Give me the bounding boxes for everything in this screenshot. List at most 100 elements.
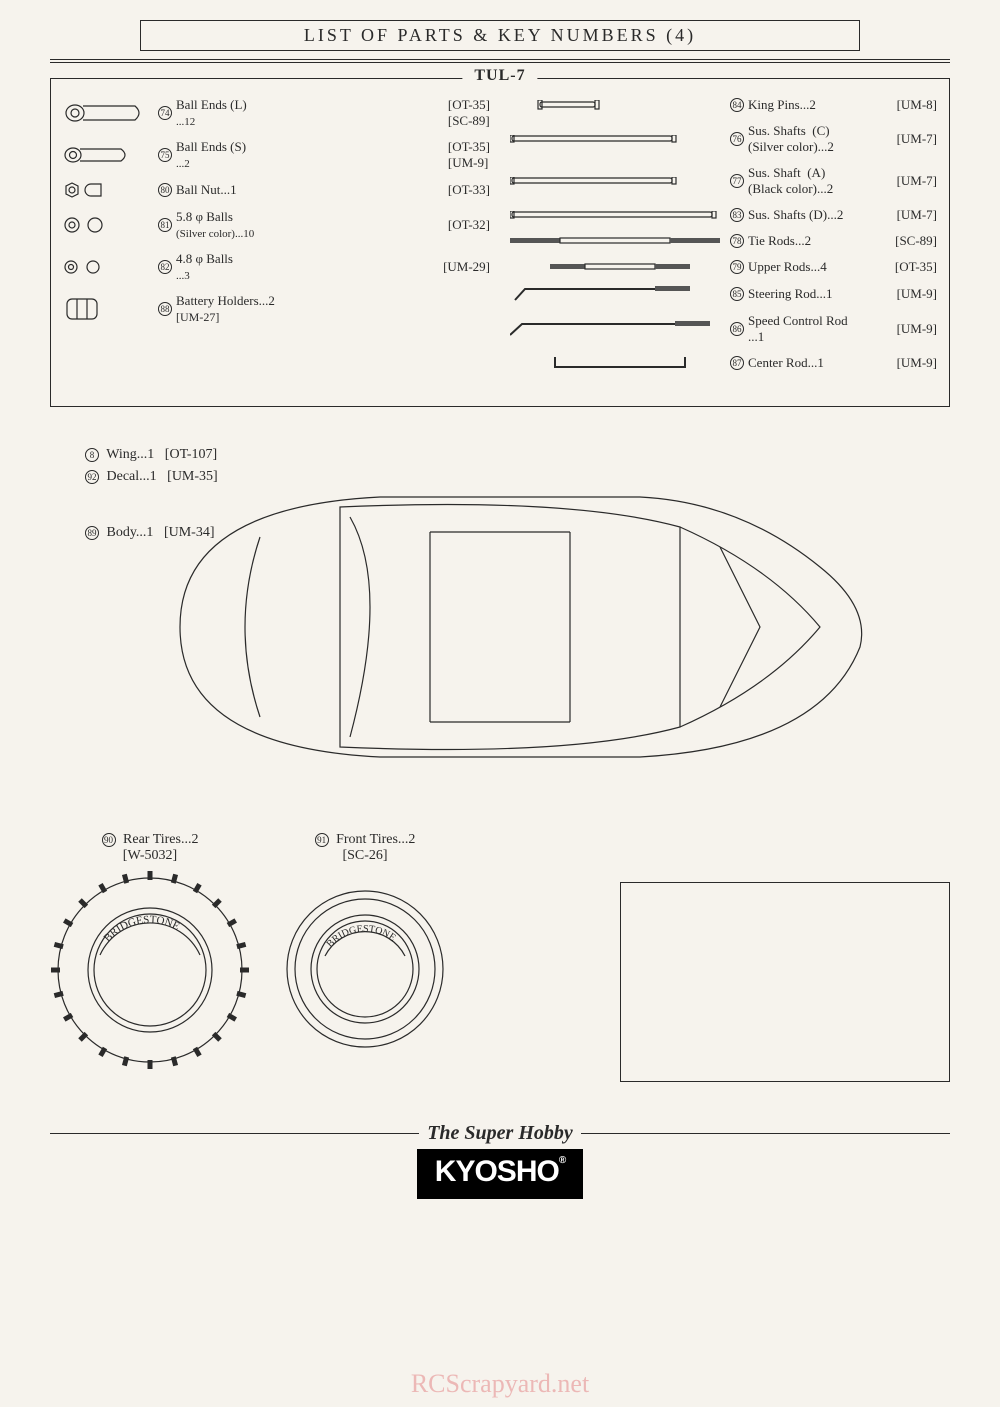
part-row: 77 Sus. Shaft (A) (Black color)...2 [UM-… <box>510 165 937 197</box>
part-row: 75 Ball Ends (S)...2 [OT-35] [UM-9] <box>63 139 490 171</box>
part-label: Sus. Shaft (A) (Black color)...2 <box>748 165 889 197</box>
part-label: Battery Holders...2[UM-27] <box>176 293 490 325</box>
part-label: Decal...1 <box>107 469 157 484</box>
ball-end-s-icon <box>63 145 158 165</box>
part-num: 85 <box>730 287 744 301</box>
section-label: TUL-7 <box>462 67 537 85</box>
part-label: Front Tires...2 <box>336 832 415 847</box>
part-row: 78 Tie Rods...2 [SC-89] <box>510 233 937 249</box>
tie-rod-icon <box>510 237 730 245</box>
part-label: Rear Tires...2 <box>123 832 198 847</box>
part-label: Ball Nut...1 <box>176 182 440 198</box>
part-label: Speed Control Rod ...1 <box>748 313 889 345</box>
part-num: 89 <box>85 526 99 540</box>
part-num: 87 <box>730 356 744 370</box>
part-num: 86 <box>730 322 744 336</box>
part-row: 82 4.8 φ Balls...3 [UM-29] <box>63 251 490 283</box>
part-row: 86 Speed Control Rod ...1 [UM-9] <box>510 313 937 345</box>
part-code: [OT-35] [SC-89] <box>448 97 490 129</box>
pin-short-icon <box>510 100 730 110</box>
shaft-long-icon <box>510 211 730 219</box>
part-row: 88 Battery Holders...2[UM-27] <box>63 293 490 325</box>
part-num: 8 <box>85 448 99 462</box>
part-num: 92 <box>85 470 99 484</box>
part-label: Ball Ends (L)...12 <box>176 97 440 129</box>
part-code: [UM-8] <box>897 97 937 113</box>
part-row: 76 Sus. Shafts (C) (Silver color)...2 [U… <box>510 123 937 155</box>
part-label: Sus. Shafts (C) (Silver color)...2 <box>748 123 889 155</box>
part-code: [UM-9] <box>897 286 937 302</box>
part-code: [UM-9] <box>897 321 937 337</box>
part-code: [UM-7] <box>897 207 937 223</box>
part-row: 83 Sus. Shafts (D)...2 [UM-7] <box>510 207 937 223</box>
batt-holder-icon <box>63 297 158 321</box>
front-tire-icon: BRIDGESTONE <box>280 884 450 1054</box>
part-num: 80 <box>158 183 172 197</box>
shaft-med-icon <box>510 135 730 143</box>
svg-text:BRIDGESTONE: BRIDGESTONE <box>325 924 398 950</box>
part-num: 76 <box>730 132 744 146</box>
part-code: [UM-7] <box>897 131 937 147</box>
part-row: 84 King Pins...2 [UM-8] <box>510 97 937 113</box>
part-code: [UM-35] <box>167 469 218 484</box>
rule-top-1 <box>50 59 950 60</box>
footer-tagline: The Super Hobby <box>419 1122 581 1145</box>
part-code: [W-5032] <box>50 848 250 864</box>
part-row: 87 Center Rod...1 [UM-9] <box>510 355 937 371</box>
part-num: 83 <box>730 208 744 222</box>
upper-rod-icon <box>510 263 730 271</box>
part-num: 79 <box>730 260 744 274</box>
part-label: King Pins...2 <box>748 97 889 113</box>
front-tire-block: 91 Front Tires...2 [SC-26] BRIDGESTONE <box>280 832 450 1059</box>
part-num: 84 <box>730 98 744 112</box>
part-label: 4.8 φ Balls...3 <box>176 251 435 283</box>
part-label: Sus. Shafts (D)...2 <box>748 207 889 223</box>
part-label: Ball Ends (S)...2 <box>176 139 440 171</box>
page-title: LIST OF PARTS & KEY NUMBERS (4) <box>140 20 860 51</box>
part-code: [OT-107] <box>165 447 217 462</box>
parts-col-left: 74 Ball Ends (L)...12 [OT-35] [SC-89] 75… <box>63 97 490 381</box>
part-row: 79 Upper Rods...4 [OT-35] <box>510 259 937 275</box>
part-code: [OT-35] <box>895 259 937 275</box>
part-num: 90 <box>102 833 116 847</box>
part-label: Body...1 <box>107 525 154 540</box>
part-label: Upper Rods...4 <box>748 259 887 275</box>
body-section: 8 Wing...1 [OT-107] 92 Decal...1 [UM-35]… <box>50 447 950 807</box>
part-code: [OT-32] <box>448 217 490 233</box>
part-label: Center Rod...1 <box>748 355 889 371</box>
ball-nut-icon <box>63 181 158 199</box>
ball-48-icon <box>63 259 158 275</box>
part-row: 81 5.8 φ Balls(Silver color)...10 [OT-32… <box>63 209 490 241</box>
body-drawing <box>120 447 880 807</box>
part-code: [SC-89] <box>895 233 937 249</box>
part-num: 88 <box>158 302 172 316</box>
watermark: RCScrapyard.net <box>411 1369 589 1399</box>
part-code: [UM-7] <box>897 173 937 189</box>
part-code: [UM-29] <box>443 259 490 275</box>
part-num: 81 <box>158 218 172 232</box>
part-code: [UM-34] <box>164 525 215 540</box>
part-label: Tie Rods...2 <box>748 233 887 249</box>
ball-end-l-icon <box>63 102 158 124</box>
mid-labels: 8 Wing...1 [OT-107] 92 Decal...1 [UM-35]… <box>85 447 218 547</box>
part-label: Wing...1 <box>106 447 154 462</box>
shaft-med-icon <box>510 177 730 185</box>
part-num: 74 <box>158 106 172 120</box>
part-row: 85 Steering Rod...1 [UM-9] <box>510 285 937 303</box>
part-row: 80 Ball Nut...1 [OT-33] <box>63 181 490 199</box>
part-num: 75 <box>158 148 172 162</box>
part-label: 5.8 φ Balls(Silver color)...10 <box>176 209 440 241</box>
rule-top-2 <box>50 62 950 63</box>
part-num: 78 <box>730 234 744 248</box>
svg-text:BRIDGESTONE: BRIDGESTONE <box>101 914 181 945</box>
part-num: 77 <box>730 174 744 188</box>
section-tul7: TUL-7 74 Ball Ends (L)...12 [OT-35] [SC-… <box>50 78 950 407</box>
part-code: [OT-33] <box>448 182 490 198</box>
ball-58-icon <box>63 216 158 234</box>
blank-box <box>620 882 950 1082</box>
part-num: 91 <box>315 833 329 847</box>
part-num: 82 <box>158 260 172 274</box>
bent-rod-long-icon <box>510 320 730 338</box>
part-code: [SC-26] <box>280 848 450 864</box>
tires-row: 90 Rear Tires...2 [W-5032] BRIDGESTONE 9… <box>50 832 950 1082</box>
